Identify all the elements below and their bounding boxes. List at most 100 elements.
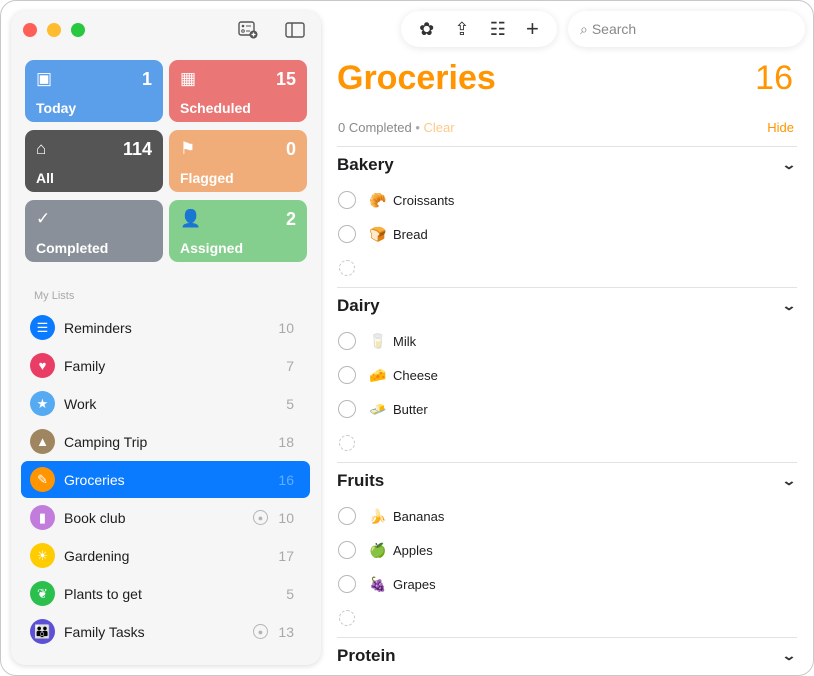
list-count: 17 (278, 547, 294, 564)
complete-checkbox[interactable] (338, 332, 356, 350)
complete-checkbox[interactable] (338, 191, 356, 209)
smart-list-scheduled[interactable]: ▦ 15 Scheduled (169, 60, 307, 122)
complete-checkbox[interactable] (338, 575, 356, 593)
new-reminder-row[interactable] (337, 426, 797, 460)
add-reminder-icon[interactable]: + (526, 16, 539, 41)
new-list-icon[interactable] (237, 20, 259, 40)
item-emoji: 🍞 (369, 225, 387, 242)
section-title: Fruits (337, 471, 385, 490)
section-header[interactable]: Dairy ⌄ (337, 288, 797, 324)
reminder-item: 🧀 Cheese (337, 358, 797, 392)
share-icon[interactable]: ⇪ (454, 18, 470, 39)
new-reminder-row[interactable] (337, 251, 797, 285)
sidebar-list-groceries[interactable]: ✎ Groceries 16 (21, 461, 310, 498)
search-field[interactable]: ⌕ Search (568, 11, 805, 47)
smart-list-count: 15 (275, 69, 296, 89)
chevron-down-icon[interactable]: ⌄ (781, 473, 797, 488)
complete-checkbox[interactable] (338, 541, 356, 559)
item-emoji: 🥛 (369, 332, 387, 349)
section-header[interactable]: Fruits ⌄ (337, 463, 797, 499)
star-icon: ★ (30, 391, 55, 416)
section-dairy: Dairy ⌄ 🥛 Milk 🧀 Cheese 🧈 Butter (337, 287, 797, 462)
list-count: 5 (286, 585, 294, 602)
list-name: Family (64, 357, 106, 374)
complete-checkbox[interactable] (338, 507, 356, 525)
list-icon: ☰ (30, 315, 55, 340)
item-title[interactable]: Cheese (393, 367, 438, 383)
new-reminder-row[interactable] (337, 601, 797, 635)
sidebar-list-family-tasks[interactable]: 👪 Family Tasks ● 13 (21, 613, 310, 650)
chevron-down-icon[interactable]: ⌄ (781, 298, 797, 313)
new-reminder-checkbox (339, 610, 355, 626)
complete-checkbox[interactable] (338, 400, 356, 418)
minimize-button[interactable] (47, 23, 61, 37)
smart-list-completed[interactable]: ✓ Completed (25, 200, 163, 262)
complete-checkbox[interactable] (338, 366, 356, 384)
reminder-item: 🍏 Apples (337, 533, 797, 567)
clear-button[interactable]: Clear (423, 120, 455, 135)
smart-list-count: 114 (122, 139, 152, 159)
smart-list-label: Scheduled (180, 100, 251, 116)
hide-completed-button[interactable]: Hide (767, 120, 794, 135)
checkmark-icon: ✓ (36, 209, 51, 228)
reminder-item: 🍇 Grapes (337, 567, 797, 601)
item-title[interactable]: Bananas (393, 508, 445, 524)
section-bakery: Bakery ⌄ 🥐 Croissants 🍞 Bread (337, 146, 797, 287)
close-button[interactable] (23, 23, 37, 37)
add-section-icon[interactable]: ☷ (489, 18, 506, 39)
tray-icon: ⌂ (36, 139, 47, 158)
sidebar-list-plants-to-get[interactable]: ❦ Plants to get 5 (21, 575, 310, 612)
smart-list-label: All (36, 170, 54, 186)
list-count: 13 (278, 623, 294, 640)
smart-list-today[interactable]: ▣ 1 Today (25, 60, 163, 122)
complete-checkbox[interactable] (338, 225, 356, 243)
search-icon: ⌕ (580, 20, 588, 37)
chevron-down-icon[interactable]: ⌄ (781, 157, 797, 172)
section-header[interactable]: Protein ⌄ (337, 638, 797, 674)
toolbar-pill: ✿ ⇪ ☷ + (401, 11, 557, 47)
item-title[interactable]: Butter (393, 401, 428, 417)
calendar-today-icon: ▣ (36, 69, 53, 88)
section-header[interactable]: Bakery ⌄ (337, 147, 797, 183)
item-title[interactable]: Croissants (393, 192, 455, 208)
item-title[interactable]: Grapes (393, 576, 436, 592)
sidebar: ▣ 1 Today ▦ 15 Scheduled ⌂ 114 All ⚑ 0 Flagged ✓ Comp… (11, 11, 321, 665)
chevron-down-icon[interactable]: ⌄ (781, 648, 797, 663)
completed-summary: 0 Completed • Clear (338, 120, 455, 135)
list-name: Camping Trip (64, 433, 148, 450)
sidebar-list-work[interactable]: ★ Work 5 (21, 385, 310, 422)
shared-person-icon: ● (253, 624, 268, 639)
item-title[interactable]: Milk (393, 333, 417, 349)
smart-list-flagged[interactable]: ⚑ 0 Flagged (169, 130, 307, 192)
list-name: Book club (64, 509, 126, 526)
list-name: Reminders (64, 319, 132, 336)
sidebar-list-gardening[interactable]: ☀ Gardening 17 (21, 537, 310, 574)
item-emoji: 🍌 (369, 507, 387, 524)
sidebar-list-camping-trip[interactable]: ▲ Camping Trip 18 (21, 423, 310, 460)
sidebar-list-reminders[interactable]: ☰ Reminders 10 (21, 309, 310, 346)
reminder-item: 🍞 Bread (337, 217, 797, 251)
tent-icon: ▲ (30, 429, 55, 454)
item-emoji: 🍏 (369, 541, 387, 558)
apple-intelligence-icon[interactable]: ✿ (419, 18, 435, 39)
sidebar-list-book-club[interactable]: ▮ Book club ● 10 (21, 499, 310, 536)
list-title: Groceries (337, 59, 496, 97)
item-title[interactable]: Apples (393, 542, 433, 558)
smart-list-assigned[interactable]: 👤 2 Assigned (169, 200, 307, 262)
smart-list-label: Today (36, 100, 77, 116)
sidebar-toggle-icon[interactable] (284, 20, 306, 40)
sidebar-list-family[interactable]: ♥ Family 7 (21, 347, 310, 384)
section-title: Protein (337, 646, 396, 665)
item-emoji: 🧈 (369, 400, 387, 417)
list-count: 16 (755, 59, 793, 97)
zoom-button[interactable] (71, 23, 85, 37)
list-name: Family Tasks (64, 623, 145, 640)
my-lists-heading: My Lists (34, 290, 75, 302)
smart-list-all[interactable]: ⌂ 114 All (25, 130, 163, 192)
shared-person-icon: ● (253, 510, 268, 525)
item-title[interactable]: Bread (393, 226, 428, 242)
list-name: Work (64, 395, 97, 412)
smart-list-label: Assigned (180, 240, 244, 256)
list-count: 18 (278, 433, 294, 450)
